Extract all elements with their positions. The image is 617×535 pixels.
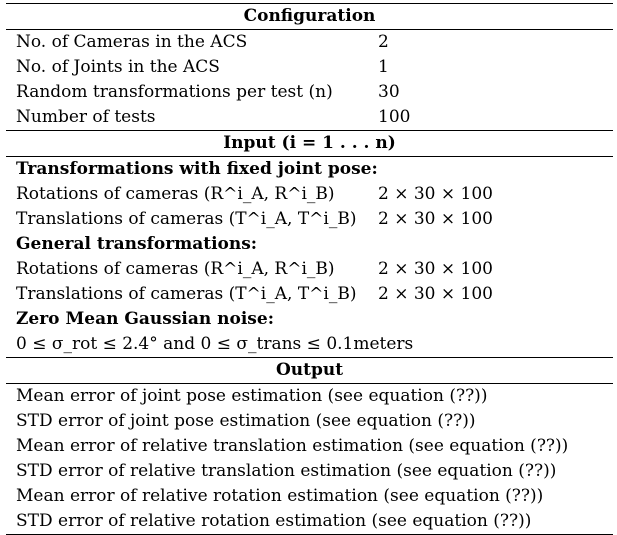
configuration-header: Configuration: [6, 4, 613, 29]
configuration-table: Configuration No. of Cameras in the ACS …: [6, 3, 613, 535]
config-value: 100: [378, 107, 411, 127]
rule: [6, 156, 613, 157]
output-row: Mean error of joint pose estimation (see…: [6, 384, 613, 409]
general-rotations-row: Rotations of cameras (R^i_A, R^i_B) 2 × …: [6, 257, 613, 282]
fixed-translations-row: Translations of cameras (T^i_A, T^i_B) 2…: [6, 207, 613, 232]
input-label: Rotations of cameras (R^i_A, R^i_B): [16, 259, 335, 279]
output-label: Mean error of relative translation estim…: [16, 436, 569, 456]
output-label: STD error of joint pose estimation (see …: [16, 411, 476, 431]
config-label: Number of tests: [16, 107, 156, 127]
input-title: Input (i = 1 . . . n): [223, 133, 396, 153]
input-header: Input (i = 1 . . . n): [6, 131, 613, 156]
config-value: 2: [378, 32, 389, 52]
config-row-transformations: Random transformations per test (n) 30: [6, 80, 613, 105]
general-translations-row: Translations of cameras (T^i_A, T^i_B) 2…: [6, 282, 613, 307]
rule: [6, 357, 613, 358]
fixed-rotations-row: Rotations of cameras (R^i_A, R^i_B) 2 × …: [6, 182, 613, 207]
general-heading: General transformations:: [16, 234, 258, 254]
input-value: 2 × 30 × 100: [378, 284, 493, 304]
input-value: 2 × 30 × 100: [378, 184, 493, 204]
config-row-tests: Number of tests 100: [6, 105, 613, 130]
rule: [6, 29, 613, 30]
output-row: STD error of joint pose estimation (see …: [6, 409, 613, 434]
output-label: STD error of relative translation estima…: [16, 461, 557, 481]
noise-heading-row: Zero Mean Gaussian noise:: [6, 307, 613, 332]
output-row: STD error of relative translation estima…: [6, 459, 613, 484]
output-title: Output: [275, 360, 344, 380]
input-value: 2 × 30 × 100: [378, 259, 493, 279]
config-label: No. of Joints in the ACS: [16, 57, 220, 77]
config-row-cameras: No. of Cameras in the ACS 2: [6, 30, 613, 55]
rule: [6, 130, 613, 131]
config-label: Random transformations per test (n): [16, 82, 333, 102]
config-label: No. of Cameras in the ACS: [16, 32, 248, 52]
general-heading-row: General transformations:: [6, 232, 613, 257]
top-rule: [6, 3, 613, 4]
rule: [6, 383, 613, 384]
output-row: Mean error of relative rotation estimati…: [6, 484, 613, 509]
config-row-joints: No. of Joints in the ACS 1: [6, 55, 613, 80]
output-header: Output: [6, 358, 613, 383]
noise-row: 0 ≤ σ_rot ≤ 2.4° and 0 ≤ σ_trans ≤ 0.1me…: [6, 332, 613, 357]
input-label: Translations of cameras (T^i_A, T^i_B): [16, 284, 357, 304]
fixed-joint-heading-row: Transformations with fixed joint pose:: [6, 157, 613, 182]
fixed-joint-heading: Transformations with fixed joint pose:: [16, 159, 378, 179]
noise-text: 0 ≤ σ_rot ≤ 2.4° and 0 ≤ σ_trans ≤ 0.1me…: [16, 334, 414, 354]
output-label: Mean error of joint pose estimation (see…: [16, 386, 488, 406]
output-row: STD error of relative rotation estimatio…: [6, 509, 613, 534]
output-label: Mean error of relative rotation estimati…: [16, 486, 544, 506]
input-value: 2 × 30 × 100: [378, 209, 493, 229]
input-label: Rotations of cameras (R^i_A, R^i_B): [16, 184, 335, 204]
config-value: 30: [378, 82, 400, 102]
output-label: STD error of relative rotation estimatio…: [16, 511, 532, 531]
configuration-title: Configuration: [243, 6, 376, 26]
noise-heading: Zero Mean Gaussian noise:: [16, 309, 274, 329]
config-value: 1: [378, 57, 389, 77]
output-row: Mean error of relative translation estim…: [6, 434, 613, 459]
input-label: Translations of cameras (T^i_A, T^i_B): [16, 209, 357, 229]
